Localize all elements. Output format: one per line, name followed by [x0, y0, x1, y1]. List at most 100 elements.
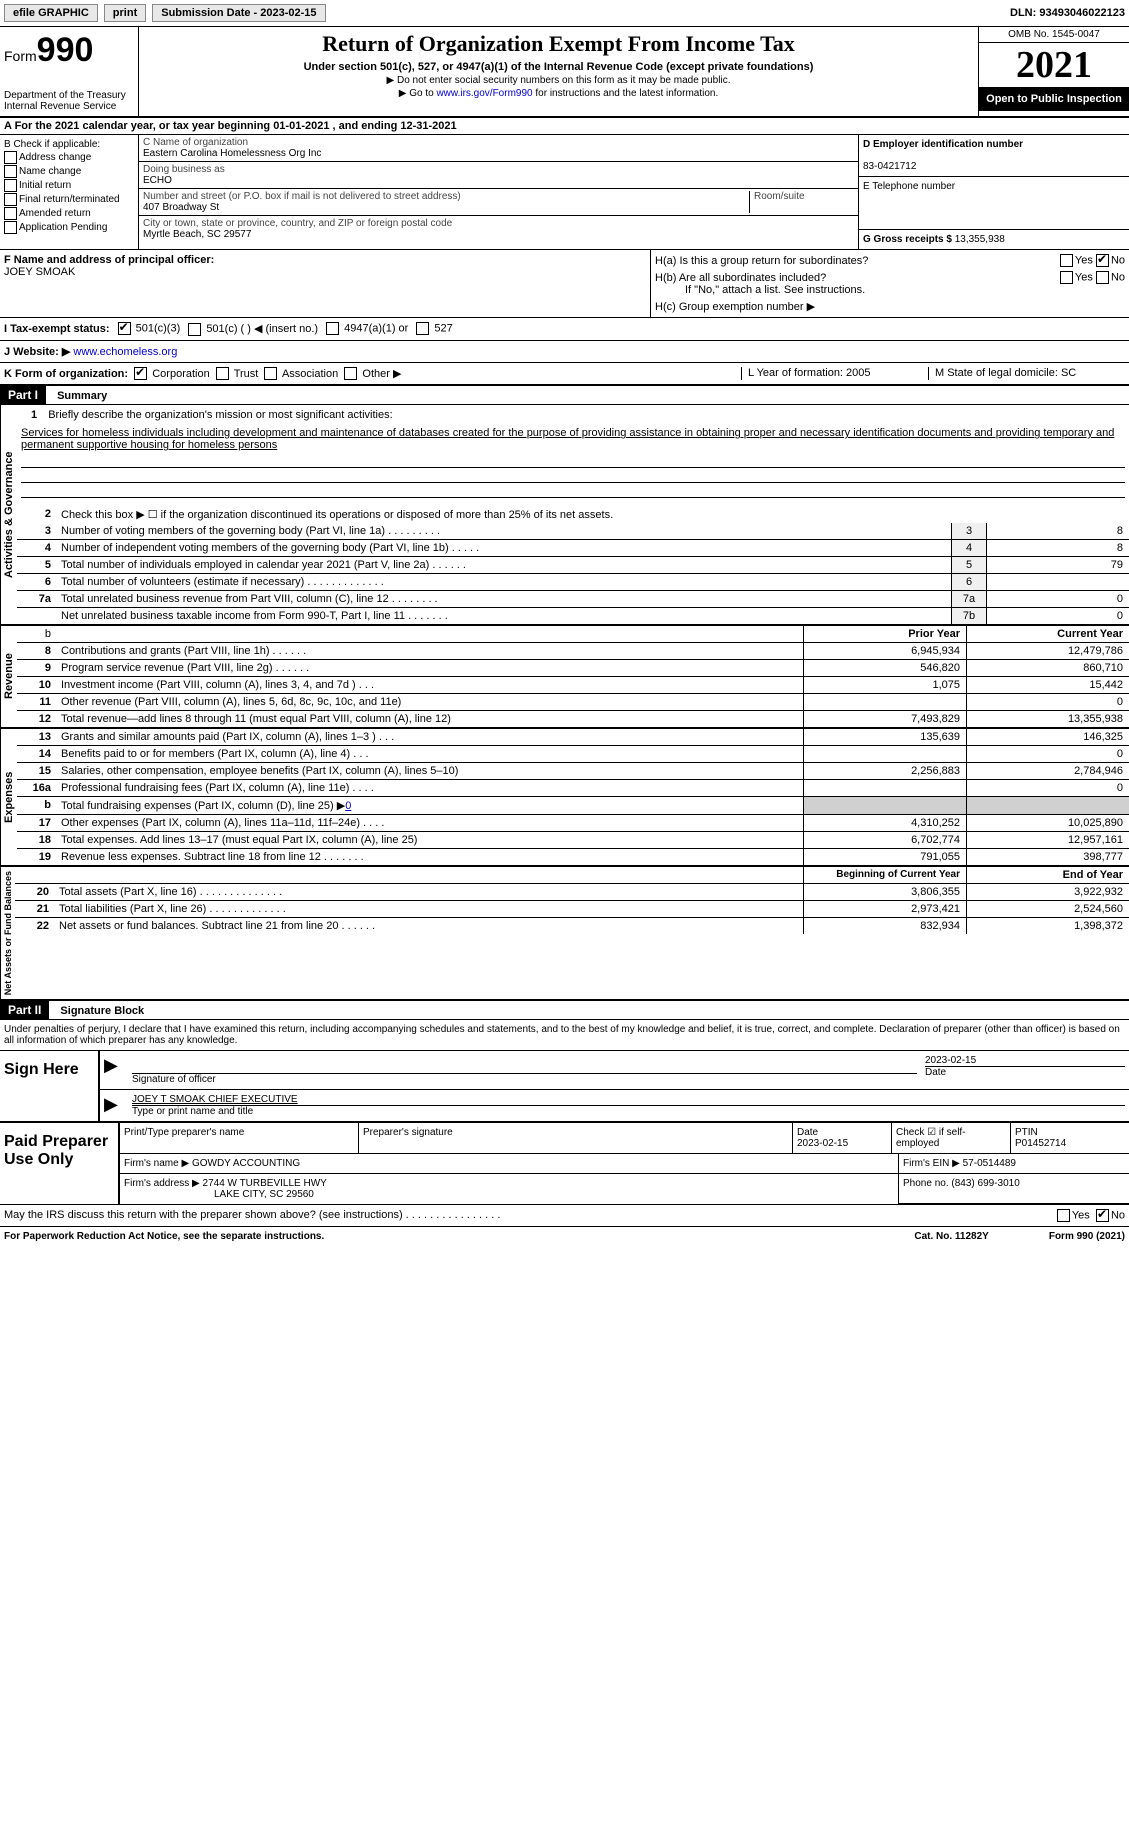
- sign-here-row: Sign Here ▶ Signature of officer 2023-02…: [0, 1051, 1129, 1121]
- line-num: 9: [17, 660, 57, 676]
- line-num: 12: [17, 711, 57, 727]
- line-desc: Total number of individuals employed in …: [57, 557, 951, 573]
- line-num: 10: [17, 677, 57, 693]
- city-label: City or town, state or province, country…: [143, 218, 452, 229]
- print-button[interactable]: print: [104, 4, 146, 22]
- line-num: 7a: [17, 591, 57, 607]
- status-527[interactable]: 527: [416, 322, 452, 335]
- irs-label: Internal Revenue Service: [4, 101, 134, 112]
- line9-curr: 860,710: [966, 660, 1129, 676]
- ha-no[interactable]: No: [1096, 254, 1125, 267]
- tel-label: E Telephone number: [863, 181, 955, 192]
- line-desc: Total assets (Part X, line 16) . . . . .…: [55, 884, 803, 900]
- line4-value: 8: [987, 540, 1129, 556]
- line-cell: 6: [951, 574, 987, 590]
- line-num: 13: [17, 729, 57, 745]
- paid-preparer-row: Paid Preparer Use Only Print/Type prepar…: [0, 1121, 1129, 1204]
- line10-curr: 15,442: [966, 677, 1129, 693]
- line18-curr: 12,957,161: [966, 832, 1129, 848]
- room-label: Room/suite: [754, 191, 805, 202]
- website-link[interactable]: www.echomeless.org: [73, 346, 177, 358]
- line14-curr: 0: [966, 746, 1129, 762]
- line16a-prior: [803, 780, 966, 796]
- prep-date: 2023-02-15: [797, 1138, 848, 1149]
- line13-prior: 135,639: [803, 729, 966, 745]
- hb-no[interactable]: No: [1096, 271, 1125, 284]
- activities-section: Activities & Governance 1 Briefly descri…: [0, 405, 1129, 624]
- line20-prior: 3,806,355: [803, 884, 966, 900]
- street-value: 407 Broadway St: [143, 202, 219, 213]
- line5-value: 79: [987, 557, 1129, 573]
- line-desc: Total unrelated business revenue from Pa…: [57, 591, 951, 607]
- line-desc: Other revenue (Part VIII, column (A), li…: [57, 694, 803, 710]
- form-corp[interactable]: Corporation: [134, 368, 210, 380]
- firm-ein: 57-0514489: [963, 1158, 1016, 1169]
- ha-yes[interactable]: Yes: [1060, 254, 1093, 267]
- line-num: 17: [17, 815, 57, 831]
- dln: DLN: 93493046022123: [1010, 7, 1125, 19]
- form-assoc[interactable]: Association: [264, 368, 338, 380]
- line-num: 5: [17, 557, 57, 573]
- status-501c[interactable]: 501(c) ( ) ◀ (insert no.): [188, 322, 318, 336]
- line-num: 14: [17, 746, 57, 762]
- prep-date-label: Date: [797, 1127, 818, 1138]
- line21-prior: 2,973,421: [803, 901, 966, 917]
- chk-application-pending[interactable]: Application Pending: [4, 221, 134, 234]
- discuss-yes[interactable]: Yes: [1057, 1209, 1090, 1222]
- chk-address-change[interactable]: Address change: [4, 151, 134, 164]
- sig-date: 2023-02-15: [925, 1055, 1125, 1066]
- line-desc: Professional fundraising fees (Part IX, …: [57, 780, 803, 796]
- org-name: Eastern Carolina Homelessness Org Inc: [143, 148, 321, 159]
- line-desc: Total expenses. Add lines 13–17 (must eq…: [57, 832, 803, 848]
- signature-declaration: Under penalties of perjury, I declare th…: [0, 1020, 1129, 1051]
- line18-prior: 6,702,774: [803, 832, 966, 848]
- form-trust[interactable]: Trust: [216, 368, 259, 380]
- chk-name-change[interactable]: Name change: [4, 165, 134, 178]
- line16b-curr: [966, 797, 1129, 814]
- phone-value: (843) 699-3010: [951, 1178, 1019, 1189]
- line-num: 3: [17, 523, 57, 539]
- line12-curr: 13,355,938: [966, 711, 1129, 727]
- line8-curr: 12,479,786: [966, 643, 1129, 659]
- line17-prior: 4,310,252: [803, 815, 966, 831]
- omb-number: OMB No. 1545-0047: [979, 27, 1129, 43]
- status-501c3[interactable]: 501(c)(3): [118, 322, 181, 335]
- line-desc: Revenue less expenses. Subtract line 18 …: [57, 849, 803, 865]
- firm-name: GOWDY ACCOUNTING: [192, 1158, 300, 1169]
- line19-curr: 398,777: [966, 849, 1129, 865]
- line-desc: Program service revenue (Part VIII, line…: [57, 660, 803, 676]
- arrow-icon: ▶: [104, 1055, 118, 1075]
- officer-name: JOEY SMOAK: [4, 266, 75, 278]
- hb-yes[interactable]: Yes: [1060, 271, 1093, 284]
- chk-initial-return[interactable]: Initial return: [4, 179, 134, 192]
- line-num: [17, 608, 57, 624]
- submission-date[interactable]: Submission Date - 2023-02-15: [152, 4, 325, 22]
- discuss-row: May the IRS discuss this return with the…: [0, 1204, 1129, 1226]
- line-desc: Total liabilities (Part X, line 26) . . …: [55, 901, 803, 917]
- chk-amended[interactable]: Amended return: [4, 207, 134, 220]
- form-note-goto: ▶ Go to www.irs.gov/Form990 for instruct…: [143, 88, 974, 99]
- form-other[interactable]: Other ▶: [344, 368, 401, 380]
- street-label: Number and street (or P.O. box if mail i…: [143, 191, 461, 202]
- line-desc: Number of independent voting members of …: [57, 540, 951, 556]
- efile-button[interactable]: efile GRAPHIC: [4, 4, 98, 22]
- line16b-prior: [803, 797, 966, 814]
- paperwork-notice: For Paperwork Reduction Act Notice, see …: [4, 1231, 324, 1242]
- chk-final-return[interactable]: Final return/terminated: [4, 193, 134, 206]
- check-self-employed[interactable]: Check ☑ if self-employed: [892, 1123, 1011, 1153]
- form-subtitle: Under section 501(c), 527, or 4947(a)(1)…: [143, 61, 974, 73]
- prep-sig-label: Preparer's signature: [359, 1123, 793, 1153]
- status-4947[interactable]: 4947(a)(1) or: [326, 322, 408, 335]
- city-value: Myrtle Beach, SC 29577: [143, 229, 251, 240]
- line10-prior: 1,075: [803, 677, 966, 693]
- gross-value: 13,355,938: [955, 234, 1005, 245]
- discuss-no[interactable]: No: [1096, 1209, 1125, 1222]
- prior-year-hdr: Prior Year: [803, 626, 966, 642]
- side-activities: Activities & Governance: [0, 405, 17, 624]
- gross-label: G Gross receipts $: [863, 234, 952, 245]
- ptin-value: P01452714: [1015, 1138, 1066, 1149]
- col-b-checkboxes: B Check if applicable: Address change Na…: [0, 135, 139, 249]
- irs-link[interactable]: www.irs.gov/Form990: [436, 88, 532, 99]
- line-num: 22: [15, 918, 55, 934]
- line-desc: Salaries, other compensation, employee b…: [57, 763, 803, 779]
